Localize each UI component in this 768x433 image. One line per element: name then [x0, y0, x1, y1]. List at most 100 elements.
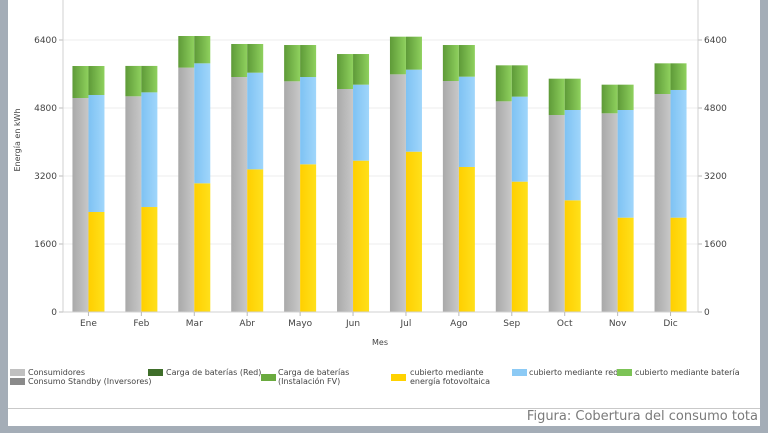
x-axis-label: Mes — [372, 338, 388, 347]
bar-sep-cubierto-mediante-energ-a-fotovoltaica — [511, 181, 528, 312]
legend-swatch — [261, 374, 276, 381]
x-tick-label: Mar — [186, 319, 203, 329]
y-tick-label-right: 3200 — [704, 172, 727, 182]
y-tick-label: 1600 — [34, 240, 57, 250]
x-tick-label: Ago — [450, 319, 468, 329]
bar-feb-cubierto-mediante-energ-a-fotovoltaica — [141, 207, 158, 312]
bar-jul-carga-de-bater-as-instalaci-n-fv- — [389, 36, 406, 75]
legend-label: cubierto mediante energía fotovoltaica — [410, 368, 490, 386]
bar-mar-cubierto-mediante-bater-a — [194, 36, 211, 64]
bar-jun-cubierto-mediante-red — [353, 84, 370, 161]
legend-swatch — [512, 369, 527, 376]
bar-mayo-cubierto-mediante-energ-a-fotovoltaica — [300, 164, 317, 312]
bar-oct-cubierto-mediante-bater-a — [564, 78, 581, 110]
bar-mar-cubierto-mediante-energ-a-fotovoltaica — [194, 183, 211, 312]
bar-ago-consumidores — [442, 81, 459, 312]
bar-abr-cubierto-mediante-red — [247, 72, 264, 170]
bar-ago-cubierto-mediante-red — [458, 76, 475, 167]
bar-abr-cubierto-mediante-energ-a-fotovoltaica — [247, 169, 264, 312]
y-tick-label-right: 0 — [704, 308, 710, 318]
bar-ago-cubierto-mediante-energ-a-fotovoltaica — [458, 166, 475, 312]
bar-dic-cubierto-mediante-energ-a-fotovoltaica — [670, 217, 687, 312]
bar-jun-cubierto-mediante-bater-a — [353, 54, 370, 85]
legend-swatch — [148, 369, 163, 376]
bar-jun-consumidores — [337, 89, 354, 312]
bar-mar-consumidores — [178, 67, 195, 312]
bar-jul-cubierto-mediante-red — [405, 69, 422, 152]
bar-dic-cubierto-mediante-bater-a — [670, 63, 687, 90]
bar-ago-carga-de-bater-as-instalaci-n-fv- — [442, 45, 459, 82]
bar-abr-consumidores — [231, 77, 248, 312]
legend-swatch — [10, 378, 25, 385]
bar-feb-cubierto-mediante-red — [141, 92, 158, 208]
bar-feb-consumidores — [125, 96, 142, 312]
x-tick-label: Feb — [133, 319, 149, 329]
x-tick-label: Sep — [503, 319, 520, 329]
bar-mayo-carga-de-bater-as-instalaci-n-fv- — [284, 45, 301, 82]
bar-ene-cubierto-mediante-red — [88, 94, 105, 212]
bar-sep-consumidores — [495, 101, 512, 312]
bar-oct-carga-de-bater-as-instalaci-n-fv- — [548, 78, 565, 116]
y-tick-label: 6400 — [34, 36, 57, 46]
bar-oct-cubierto-mediante-energ-a-fotovoltaica — [564, 200, 581, 312]
bar-mayo-consumidores — [284, 81, 301, 312]
bar-nov-consumidores — [601, 113, 618, 312]
y-tick-label: 3200 — [34, 172, 57, 182]
y-tick-label-right: 4800 — [704, 104, 727, 114]
legend-label: Consumo Standby (Inversores) — [28, 377, 152, 386]
x-tick-label: Jun — [345, 319, 360, 329]
legend-swatch — [617, 369, 632, 376]
x-tick-label: Ene — [80, 319, 97, 329]
bar-nov-cubierto-mediante-bater-a — [617, 84, 634, 110]
bar-sep-cubierto-mediante-bater-a — [511, 65, 528, 97]
bar-nov-cubierto-mediante-red — [617, 109, 634, 218]
legend-label: Consumidores — [28, 368, 85, 377]
bar-ene-cubierto-mediante-bater-a — [88, 66, 105, 95]
bar-mayo-cubierto-mediante-bater-a — [300, 45, 317, 78]
bar-jun-carga-de-bater-as-instalaci-n-fv- — [337, 54, 354, 90]
bar-ene-consumidores — [72, 98, 89, 312]
y-tick-label-right: 6400 — [704, 36, 727, 46]
figure-caption: Figura: Cobertura del consumo tota — [526, 409, 758, 424]
legend-swatch — [10, 369, 25, 376]
bar-jun-cubierto-mediante-energ-a-fotovoltaica — [353, 160, 370, 312]
bar-ene-cubierto-mediante-energ-a-fotovoltaica — [88, 211, 105, 312]
legend-label: Carga de baterías (Red) — [166, 368, 262, 377]
bar-nov-cubierto-mediante-energ-a-fotovoltaica — [617, 217, 634, 312]
legend-label: Carga de baterías (Instalación FV) — [278, 368, 350, 386]
x-tick-label: Abr — [239, 319, 255, 329]
bar-dic-consumidores — [654, 94, 671, 312]
caption-divider — [8, 408, 760, 409]
bar-abr-cubierto-mediante-bater-a — [247, 43, 264, 73]
bar-sep-cubierto-mediante-red — [511, 96, 528, 182]
legend-swatch — [391, 374, 406, 381]
bar-oct-consumidores — [548, 115, 565, 312]
bar-nov-carga-de-bater-as-instalaci-n-fv- — [601, 84, 618, 114]
bar-dic-carga-de-bater-as-instalaci-n-fv- — [654, 63, 671, 95]
bar-ene-carga-de-bater-as-instalaci-n-fv- — [72, 66, 89, 99]
legend-label: cubierto mediante batería — [635, 368, 740, 377]
y-axis-label: Energía en kWh — [13, 108, 22, 171]
x-tick-label: Nov — [609, 319, 627, 329]
bar-jul-cubierto-mediante-energ-a-fotovoltaica — [405, 151, 422, 312]
bar-jul-consumidores — [389, 74, 406, 312]
legend-label: cubierto mediante red — [529, 368, 619, 377]
x-tick-label: Mayo — [288, 319, 313, 329]
bar-abr-carga-de-bater-as-instalaci-n-fv- — [231, 43, 248, 78]
y-tick-label: 4800 — [34, 104, 57, 114]
x-tick-label: Jul — [400, 319, 412, 329]
bar-oct-cubierto-mediante-red — [564, 109, 581, 201]
bar-feb-cubierto-mediante-bater-a — [141, 65, 158, 93]
bar-sep-carga-de-bater-as-instalaci-n-fv- — [495, 65, 512, 102]
bar-jul-cubierto-mediante-bater-a — [405, 36, 422, 70]
bar-feb-carga-de-bater-as-instalaci-n-fv- — [125, 65, 142, 97]
bar-mar-carga-de-bater-as-instalaci-n-fv- — [178, 36, 195, 68]
x-tick-label: Dic — [663, 319, 677, 329]
bar-ago-cubierto-mediante-bater-a — [458, 45, 475, 77]
bar-dic-cubierto-mediante-red — [670, 89, 687, 218]
bar-mar-cubierto-mediante-red — [194, 63, 211, 184]
bar-mayo-cubierto-mediante-red — [300, 77, 317, 165]
y-tick-label: 0 — [51, 308, 57, 318]
x-tick-label: Oct — [557, 319, 573, 329]
